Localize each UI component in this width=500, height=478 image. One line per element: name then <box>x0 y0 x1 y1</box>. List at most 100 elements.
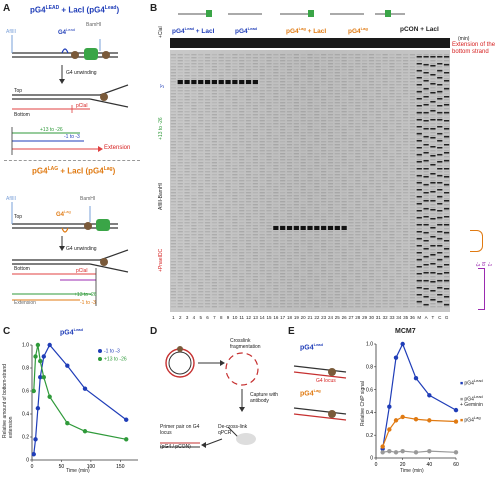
gel-band <box>382 198 388 200</box>
gel-band <box>170 222 177 224</box>
gel-band <box>245 216 252 218</box>
gel-band <box>443 54 450 56</box>
gel-band <box>266 150 272 152</box>
gel-band <box>389 132 395 134</box>
gel-band <box>239 183 245 185</box>
gel-band <box>362 267 368 269</box>
gel-band <box>423 99 429 101</box>
gel-band <box>362 111 368 113</box>
gel-band <box>327 303 334 305</box>
gel-band <box>362 180 368 182</box>
gel-band <box>355 174 361 176</box>
gel-band <box>443 81 450 83</box>
gel-band <box>368 288 375 290</box>
gel-band <box>259 189 265 191</box>
gel-band <box>218 75 224 77</box>
gel-band <box>382 138 388 140</box>
gel-band <box>409 186 416 188</box>
gel-band <box>286 285 293 287</box>
gel-band <box>368 141 375 143</box>
gel-band <box>341 117 347 119</box>
gel-band <box>362 150 368 152</box>
gel-band <box>286 99 293 101</box>
gel-band <box>307 108 313 110</box>
gel-band <box>191 69 197 71</box>
gel-band <box>430 150 436 152</box>
gel-band <box>239 300 245 302</box>
panel-a-bottom-diagram: AflIII <box>6 196 129 306</box>
gel-band <box>430 218 436 220</box>
gel-band <box>362 129 368 131</box>
gel-band <box>293 198 299 200</box>
gel-band <box>191 90 197 92</box>
gel-band <box>314 198 320 200</box>
gel-band <box>259 279 265 281</box>
gel-band <box>382 213 388 215</box>
gel-band <box>218 129 224 131</box>
gel-band <box>300 153 306 155</box>
gel-band <box>259 78 265 80</box>
gel-band <box>184 285 190 287</box>
gel-band <box>348 264 354 266</box>
gel-band <box>198 231 204 233</box>
gel-band <box>198 189 204 191</box>
gel-band <box>293 285 299 287</box>
gel-band <box>266 108 272 110</box>
gel-band <box>334 132 340 134</box>
gel-band <box>402 240 409 242</box>
gel-band <box>218 258 224 260</box>
gel-band <box>170 213 177 215</box>
gel-band <box>280 294 286 296</box>
gel-band <box>286 195 293 197</box>
gel-band <box>423 198 429 200</box>
gel-band <box>266 60 272 62</box>
gel-band <box>191 249 197 251</box>
gel-band <box>307 306 313 308</box>
gel-band <box>416 105 422 107</box>
gel-band <box>177 207 183 209</box>
gel-band <box>402 246 409 248</box>
gel-band <box>300 150 306 152</box>
gel-band <box>266 171 272 173</box>
gel-band <box>191 168 197 170</box>
gel-band <box>184 80 190 84</box>
gel-band <box>198 228 204 230</box>
gel-band <box>211 204 218 206</box>
gel-band <box>416 60 422 62</box>
gel-band <box>177 141 183 143</box>
gel-band <box>266 78 272 80</box>
gel-band <box>177 303 183 305</box>
data-point <box>35 342 41 348</box>
gel-band <box>437 183 443 185</box>
gel-band <box>389 87 395 89</box>
gel-band <box>245 126 252 128</box>
gel-band <box>218 159 224 161</box>
gel-band <box>443 246 450 248</box>
gel-band <box>293 87 299 89</box>
gel-band <box>437 119 443 121</box>
gel-band <box>355 195 361 197</box>
gel-band <box>368 282 375 284</box>
gel-band <box>266 264 272 266</box>
gel-band <box>184 159 190 161</box>
gel-band <box>280 135 286 137</box>
gel-band <box>273 114 279 116</box>
gel-band <box>327 159 334 161</box>
gel-band <box>198 291 204 293</box>
gel-band <box>314 123 320 125</box>
gel-band <box>355 228 361 230</box>
gel-band <box>355 105 361 107</box>
gel-band <box>409 246 416 248</box>
gel-band <box>266 297 272 299</box>
gel-band <box>402 261 409 263</box>
g4-structure-icon <box>61 227 69 233</box>
gel-band <box>375 264 381 266</box>
gel-band <box>259 120 265 122</box>
gel-band <box>382 291 388 293</box>
gel-band <box>293 261 299 263</box>
gel-band <box>321 192 327 194</box>
gel-band <box>204 144 211 146</box>
gel-band <box>423 66 429 68</box>
gel-band <box>348 69 354 71</box>
gel-band <box>443 234 450 236</box>
